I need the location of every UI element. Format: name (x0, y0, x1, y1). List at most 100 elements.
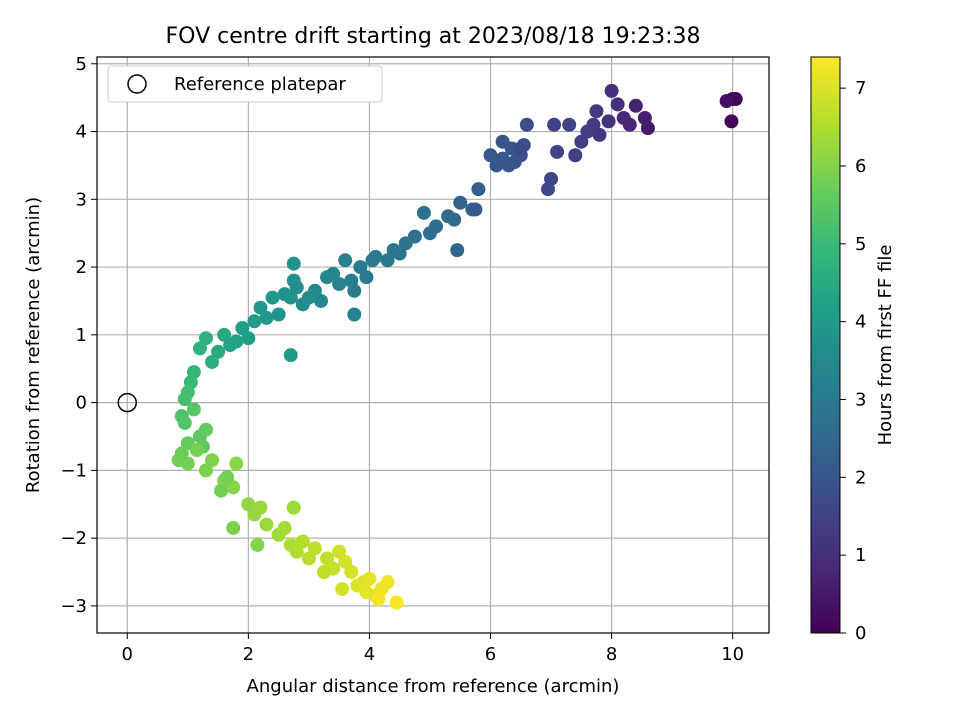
colorbar-tick-label: 5 (855, 234, 866, 255)
y-tick-label: −1 (60, 460, 87, 481)
data-point (338, 253, 353, 268)
data-point (307, 541, 322, 556)
data-point (719, 94, 734, 109)
data-point (217, 327, 232, 342)
data-point (353, 260, 368, 275)
data-point (389, 595, 404, 610)
data-point (365, 253, 380, 268)
data-point (359, 585, 374, 600)
plot-frame (96, 56, 770, 634)
data-point (286, 273, 301, 288)
data-point (332, 544, 347, 559)
data-point (247, 314, 262, 329)
data-point (177, 392, 192, 407)
data-point (616, 110, 631, 125)
data-point (320, 270, 335, 285)
data-point (205, 354, 220, 369)
data-point (513, 141, 528, 156)
data-point (380, 575, 395, 590)
y-tick-label: −2 (60, 528, 87, 549)
reference-platepar-marker (117, 392, 138, 413)
data-point (547, 117, 562, 132)
data-point (471, 182, 486, 197)
data-point (253, 500, 268, 515)
data-point (259, 517, 274, 532)
x-tick-label: 8 (606, 644, 617, 665)
data-point (241, 497, 256, 512)
data-point (198, 422, 213, 437)
colorbar-tick-label: 3 (855, 389, 866, 410)
data-point (371, 592, 386, 607)
data-point (562, 117, 577, 132)
data-point (450, 243, 465, 258)
data-point (441, 209, 456, 224)
data-point (283, 348, 298, 363)
data-point (453, 195, 468, 210)
colorbar-tick-label: 0 (855, 623, 866, 644)
data-point (177, 415, 192, 430)
y-tick-label: 2 (76, 257, 87, 278)
chart-title: FOV centre drift starting at 2023/08/18 … (166, 24, 701, 49)
data-point (277, 287, 292, 302)
x-tick-label: 2 (243, 644, 254, 665)
data-point (198, 331, 213, 346)
colorbar-tick-label: 6 (855, 156, 866, 177)
data-point (211, 344, 226, 359)
colorbar-tick-label: 4 (855, 312, 866, 333)
data-point (574, 134, 589, 149)
legend-marker (127, 74, 147, 94)
data-point (589, 104, 604, 119)
data-point (344, 273, 359, 288)
data-point (468, 202, 483, 217)
data-point (226, 520, 241, 535)
colorbar-label: Hours from first FF file (875, 245, 896, 446)
data-point (398, 236, 413, 251)
data-point (241, 331, 256, 346)
data-point (601, 114, 616, 129)
data-point (344, 565, 359, 580)
data-point (314, 293, 328, 308)
data-point (724, 114, 739, 129)
data-point (550, 144, 565, 159)
data-point (220, 470, 235, 485)
colorbar: 0 1 2 3 4 5 6 7 Hours from first FF file (810, 56, 896, 644)
x-tick-label: 10 (721, 644, 744, 665)
data-point (192, 341, 207, 356)
data-point (301, 551, 316, 566)
data-point (347, 307, 362, 322)
data-point (335, 581, 350, 596)
x-axis-ticks: 0 2 4 6 8 10 (122, 633, 744, 665)
data-point (189, 443, 204, 458)
colorbar-tick-label: 7 (855, 78, 866, 99)
data-point (519, 117, 534, 132)
data-point (495, 151, 510, 166)
data-point (604, 83, 619, 98)
colorbar-ticks: 0 1 2 3 4 5 6 7 (840, 78, 866, 644)
data-point (580, 124, 595, 139)
data-point (271, 307, 286, 322)
data-point (637, 110, 652, 125)
data-point (362, 571, 377, 586)
y-axis-label: Rotation from reference (arcmin) (23, 197, 44, 493)
legend-label: Reference platepar (174, 74, 346, 95)
data-points (171, 83, 743, 610)
y-tick-label: −3 (60, 596, 87, 617)
data-point (277, 520, 292, 535)
x-tick-label: 6 (485, 644, 496, 665)
y-tick-label: 4 (76, 122, 87, 143)
y-axis-ticks: −3 −2 −1 0 1 2 3 4 5 (60, 54, 97, 617)
data-point (253, 300, 268, 315)
data-point (259, 310, 274, 325)
data-point (235, 321, 250, 336)
data-point (338, 554, 353, 569)
x-axis-label: Angular distance from reference (arcmin) (247, 676, 620, 697)
data-point (317, 565, 332, 580)
data-point (320, 551, 335, 566)
data-point (214, 483, 229, 498)
data-point (628, 98, 643, 113)
data-point (610, 97, 625, 112)
data-point (286, 500, 301, 515)
y-tick-label: 0 (76, 393, 87, 414)
y-tick-label: 3 (76, 189, 87, 210)
